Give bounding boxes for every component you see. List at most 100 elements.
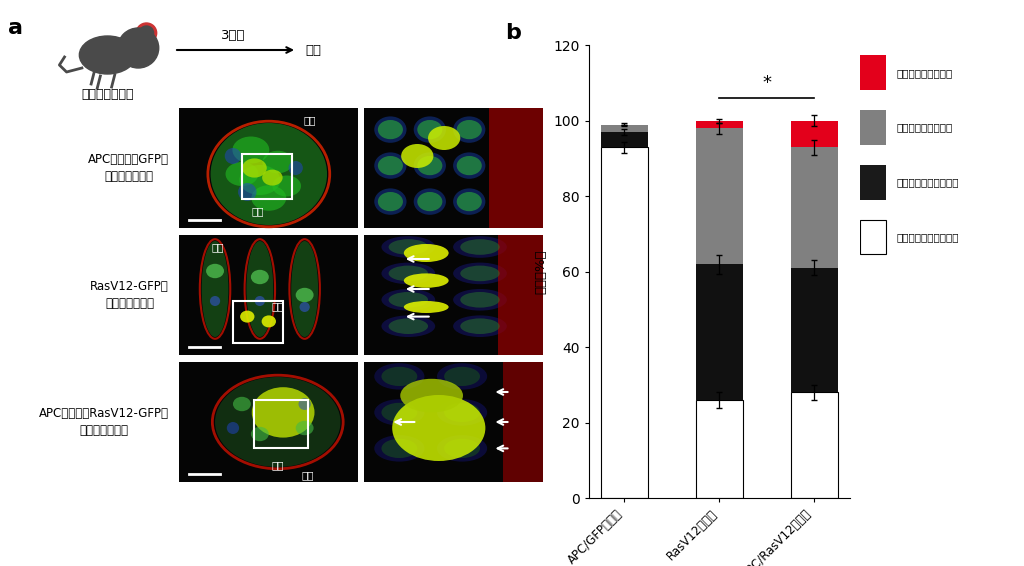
Ellipse shape [437,435,487,462]
Ellipse shape [461,265,500,281]
Ellipse shape [202,241,228,337]
Ellipse shape [389,292,428,307]
Ellipse shape [296,288,313,302]
Ellipse shape [414,117,446,143]
Ellipse shape [211,123,327,225]
Circle shape [139,26,154,40]
Ellipse shape [272,175,301,196]
Ellipse shape [381,403,418,422]
Ellipse shape [215,377,340,467]
Ellipse shape [457,120,481,139]
Ellipse shape [225,162,258,186]
Text: 基底: 基底 [271,460,284,470]
Y-axis label: 比率（%）: 比率（%） [535,250,548,294]
Bar [695,400,743,498]
Ellipse shape [437,399,487,426]
Bar [791,268,838,392]
Text: タモキシフェン: タモキシフェン [81,88,134,101]
Ellipse shape [403,244,449,262]
Ellipse shape [392,395,485,461]
Ellipse shape [437,363,487,389]
Bar [233,301,283,343]
Ellipse shape [428,126,461,150]
Text: RasV12-GFPを
発現したマウス: RasV12-GFPを 発現したマウス [90,280,169,310]
Bar [695,121,743,128]
Ellipse shape [457,156,481,175]
Ellipse shape [252,387,314,438]
Bar [504,362,543,482]
Ellipse shape [400,379,463,413]
Ellipse shape [262,170,283,186]
Ellipse shape [389,239,428,255]
Ellipse shape [378,156,403,175]
Circle shape [118,28,159,68]
Bar [791,392,838,498]
Text: 上皮層に留まった細胞: 上皮層に留まった細胞 [896,232,958,242]
Ellipse shape [206,264,224,278]
Circle shape [299,398,311,410]
Text: 基底: 基底 [252,207,264,216]
Bar [601,147,648,498]
Text: 管腔: 管腔 [304,115,316,125]
Ellipse shape [251,270,268,284]
Bar [695,128,743,264]
Text: a: a [8,18,24,38]
Circle shape [136,23,157,43]
Text: 管腔に逸脱した細胞: 管腔に逸脱した細胞 [896,122,952,132]
Circle shape [299,302,309,312]
Circle shape [289,161,303,175]
Ellipse shape [414,188,446,215]
Bar [860,165,887,200]
Text: APC欠損下でGFPを
発現したマウス: APC欠損下でGFPを 発現したマウス [88,153,169,183]
Text: 管腔に逸脱途中の細胞: 管腔に逸脱途中の細胞 [896,177,958,187]
Bar [179,362,358,482]
Ellipse shape [247,241,273,337]
Ellipse shape [381,236,435,258]
Text: 基底に逸脱した細胞: 基底に逸脱した細胞 [896,68,952,78]
Ellipse shape [381,367,418,386]
Bar [364,235,543,355]
Ellipse shape [375,117,407,143]
Ellipse shape [444,403,480,422]
Circle shape [227,422,240,434]
Ellipse shape [453,152,485,179]
Text: APC欠損下でRasV12-GFPを
発現したマウス: APC欠損下でRasV12-GFPを 発現したマウス [39,407,169,437]
Ellipse shape [453,117,485,143]
Bar [364,108,543,228]
Ellipse shape [233,397,251,411]
Ellipse shape [232,136,269,164]
Ellipse shape [291,241,318,337]
Bar [179,235,358,355]
Ellipse shape [453,188,485,215]
Bar [364,362,543,482]
Bar [242,153,292,199]
Ellipse shape [418,192,442,211]
Ellipse shape [252,185,287,211]
Ellipse shape [453,236,507,258]
Ellipse shape [453,289,507,311]
Ellipse shape [381,289,435,311]
Ellipse shape [461,292,500,307]
Circle shape [225,148,242,164]
Text: b: b [505,23,521,42]
Ellipse shape [242,158,266,178]
Ellipse shape [418,156,442,175]
Ellipse shape [381,439,418,458]
Ellipse shape [251,427,268,441]
Circle shape [210,296,220,306]
Ellipse shape [414,152,446,179]
Bar [601,125,648,132]
Ellipse shape [375,363,425,389]
Bar [601,132,648,147]
Bar [860,110,887,145]
Ellipse shape [375,435,425,462]
Text: 基底: 基底 [271,301,284,311]
Bar [791,121,838,147]
Text: 管腔: 管腔 [302,470,314,480]
Bar [860,55,887,90]
Bar [254,400,308,448]
Ellipse shape [378,192,403,211]
Ellipse shape [444,439,480,458]
Ellipse shape [403,273,449,288]
Ellipse shape [453,315,507,337]
